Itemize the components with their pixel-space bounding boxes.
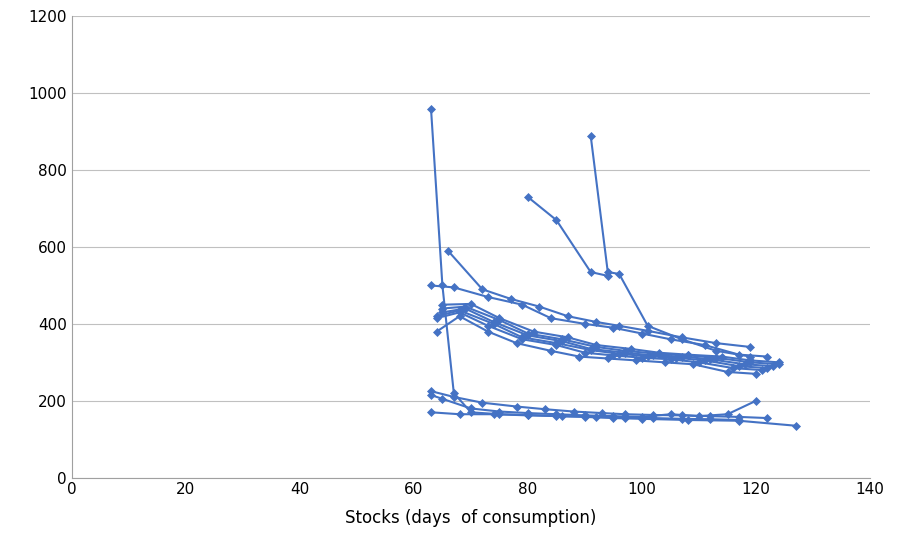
X-axis label: Stocks (days  of consumption): Stocks (days of consumption): [345, 508, 597, 526]
